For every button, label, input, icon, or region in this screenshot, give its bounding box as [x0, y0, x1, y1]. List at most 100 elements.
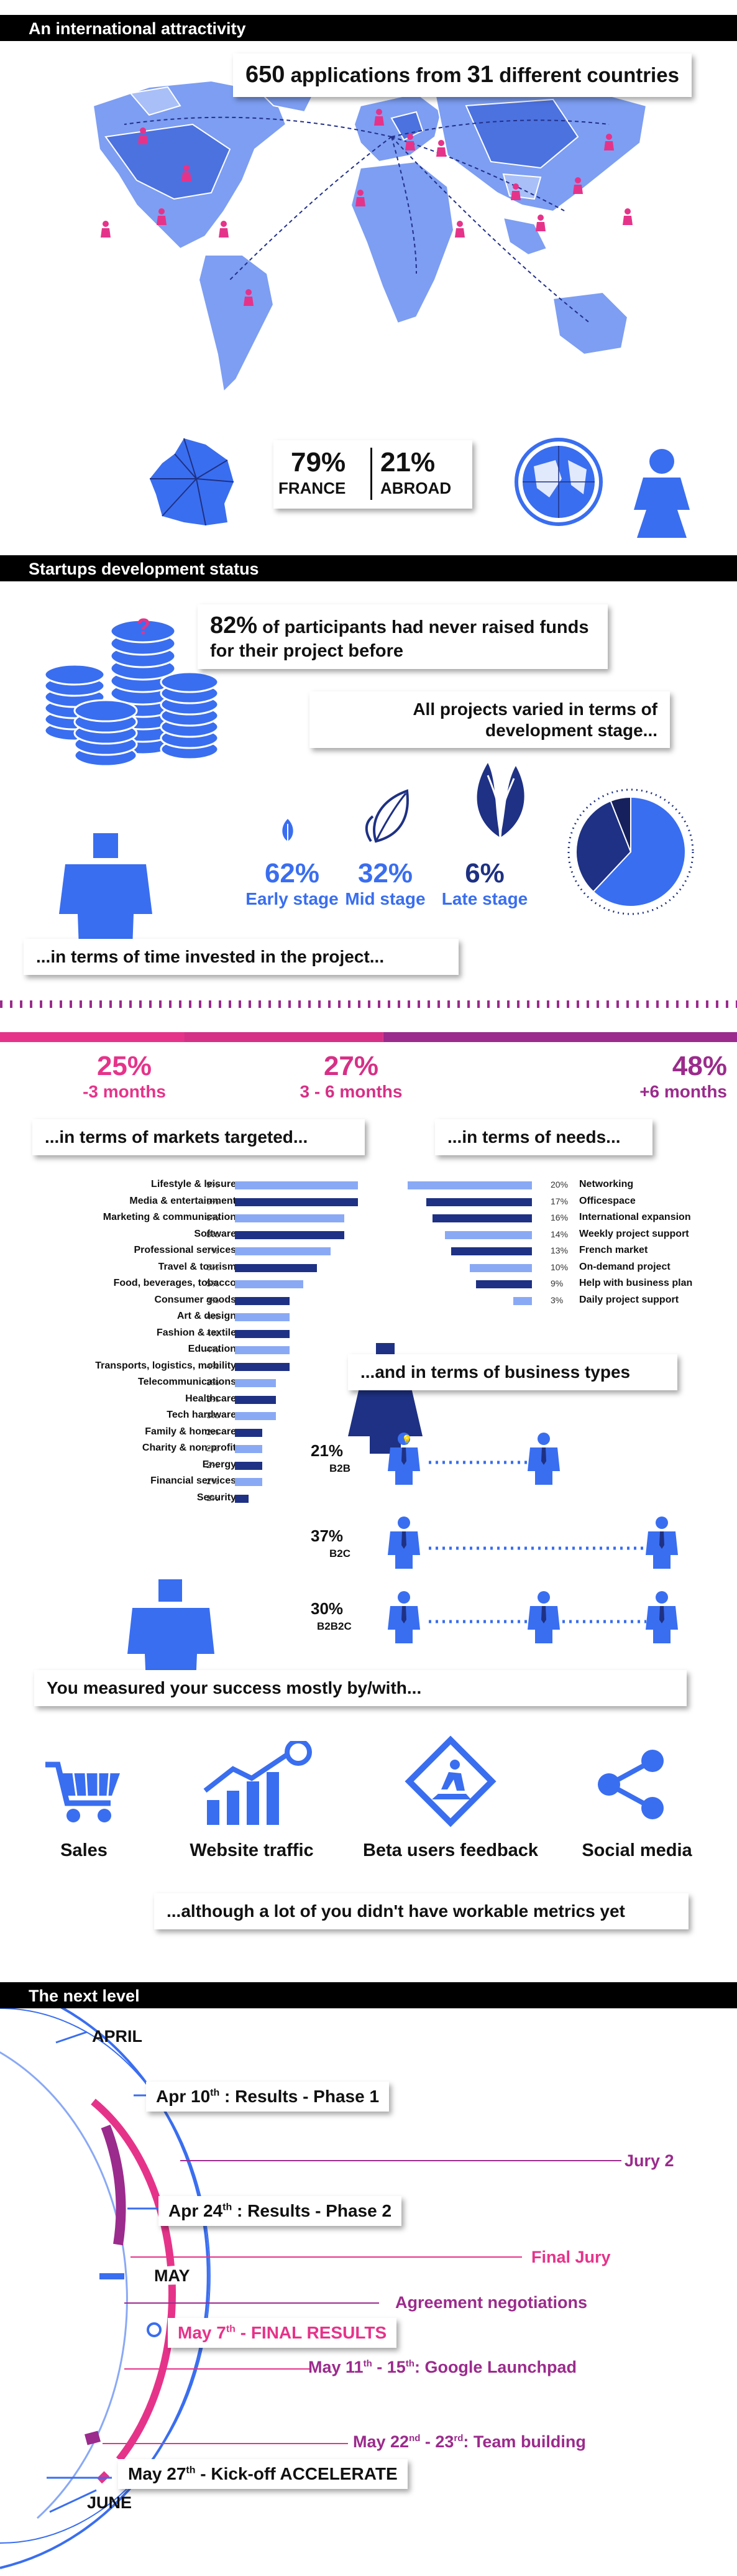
market-row: Art & design 4%	[0, 1309, 737, 1326]
stage-mid: 32% Mid stage	[339, 858, 432, 909]
raised-text: of participants had never raised funds f…	[210, 617, 589, 661]
market-bar	[235, 1280, 303, 1288]
time-mid-pct: 27%	[323, 1051, 379, 1081]
market-pct: 4%	[206, 1327, 219, 1338]
need-label: Networking	[579, 1179, 634, 1189]
metric-sales: Sales	[60, 1840, 108, 1860]
timeline-agreement: Agreement negotiations	[395, 2293, 588, 2312]
raised-pct: 82%	[210, 612, 258, 639]
may22-text: : Team building	[463, 2432, 586, 2451]
market-row: Consumer goods 4%	[0, 1293, 737, 1309]
market-label: Software	[194, 1228, 236, 1239]
market-label: Lifestyle & leisure	[151, 1179, 236, 1189]
france-label: FRANCE	[278, 479, 346, 497]
market-label: Security	[196, 1492, 236, 1503]
b2b2c-label: B2B2C	[317, 1620, 352, 1632]
time-bar	[0, 1032, 737, 1042]
market-row: Transports, logistics, mobility 4%	[0, 1359, 737, 1375]
abroad-pct: 21%	[380, 447, 436, 478]
need-pct: 13%	[551, 1245, 569, 1255]
market-pct: 9%	[206, 1180, 219, 1189]
market-bar	[235, 1230, 344, 1239]
timeline-jury2: Jury 2	[625, 2151, 674, 2170]
may22-start: May 22	[353, 2432, 410, 2451]
success-callout: You measured your success mostly by/with…	[34, 1670, 687, 1706]
market-bar	[235, 1379, 276, 1387]
needs-callout: ...in terms of needs...	[435, 1119, 652, 1155]
large-leaf-icon	[477, 763, 524, 838]
need-pct: 14%	[551, 1229, 569, 1239]
need-row: 14% Weekly project support	[0, 1227, 737, 1244]
market-pct: 8%	[206, 1212, 219, 1222]
market-bar	[235, 1362, 290, 1371]
time-short-pct: 25%	[96, 1051, 152, 1081]
market-bar	[235, 1214, 344, 1222]
need-pct: 20%	[551, 1180, 569, 1189]
timeline-may: MAY	[154, 2266, 190, 2285]
may27-date: May 27	[128, 2464, 186, 2483]
time-bar-segment-0	[0, 1032, 185, 1042]
stage-late-pct: 6%	[465, 858, 505, 889]
need-bar	[470, 1263, 532, 1272]
b2b-label: B2B	[329, 1462, 351, 1474]
metric-social-media: Social media	[582, 1840, 692, 1860]
market-pct: 3%	[206, 1410, 219, 1420]
market-bar	[235, 1428, 262, 1437]
coin-stacks-icon: ?	[43, 614, 219, 767]
need-label: Weekly project support	[579, 1228, 689, 1239]
need-label: Daily project support	[579, 1294, 679, 1305]
market-bar	[235, 1247, 331, 1255]
b2b2c-person-icon	[646, 1591, 678, 1643]
b2b-pct: 21%	[311, 1441, 344, 1460]
apr10-sup: th	[210, 2087, 220, 2098]
stage-mid-label: Mid stage	[345, 889, 426, 908]
france-map-icon	[150, 438, 234, 526]
market-row: Energy 2%	[0, 1458, 737, 1474]
may7-date: May 7	[178, 2323, 226, 2342]
time-short: 25% -3 months	[50, 1051, 199, 1102]
b2b2c-middle-icon	[528, 1591, 560, 1643]
metric-beta-users: Beta users feedback	[362, 1840, 539, 1860]
need-label: Officespace	[579, 1195, 636, 1206]
need-row: 13% French market	[0, 1244, 737, 1260]
section-header-next-level: The next level	[0, 1982, 737, 2008]
market-bar	[235, 1313, 290, 1321]
market-bar	[235, 1296, 290, 1305]
market-label: Art & design	[176, 1311, 236, 1321]
time-bar-segment-1	[184, 1032, 383, 1042]
may11-end: - 15	[372, 2358, 406, 2376]
market-label: Fashion & textile	[156, 1327, 236, 1338]
may27-sup: th	[186, 2465, 196, 2476]
market-row: Software 8%	[0, 1227, 737, 1244]
may22-sup1: nd	[409, 2433, 421, 2444]
stage-early: 62% Early stage	[245, 858, 339, 909]
b2c-pct: 37%	[311, 1526, 344, 1545]
market-pct: 5%	[206, 1278, 219, 1288]
need-bar	[433, 1214, 532, 1222]
divider	[370, 448, 372, 500]
need-row: 20% Networking	[0, 1178, 737, 1194]
market-label: Charity & non-profit	[142, 1443, 236, 1453]
need-label: French market	[579, 1245, 648, 1255]
market-label: Education	[188, 1344, 236, 1354]
market-row: Financial services 2%	[0, 1474, 737, 1490]
shopping-cart-icon	[45, 1761, 120, 1822]
apr24-date: Apr 24	[168, 2201, 223, 2220]
market-bar	[235, 1461, 262, 1470]
b2c-person-icon	[646, 1517, 678, 1569]
need-label: Help with business plan	[579, 1278, 693, 1288]
may11-sup2: th	[405, 2358, 414, 2369]
may11-text: : Google Launchpad	[414, 2358, 577, 2376]
market-pct: 2%	[206, 1459, 219, 1470]
market-row: Charity & non-profit 2%	[0, 1441, 737, 1457]
stage-pie-slices	[575, 796, 686, 907]
need-pct: 10%	[551, 1262, 569, 1272]
time-mid-label: 3 - 6 months	[300, 1082, 403, 1101]
need-bar	[408, 1181, 532, 1189]
market-label: Professional services	[134, 1245, 236, 1255]
may27-text: - Kick-off ACCELERATE	[195, 2464, 398, 2483]
b2b2c-pct: 30%	[311, 1599, 344, 1618]
market-label: Financial services	[150, 1475, 236, 1486]
market-label: Marketing & communication	[103, 1212, 236, 1222]
need-pct: 9%	[551, 1278, 564, 1288]
